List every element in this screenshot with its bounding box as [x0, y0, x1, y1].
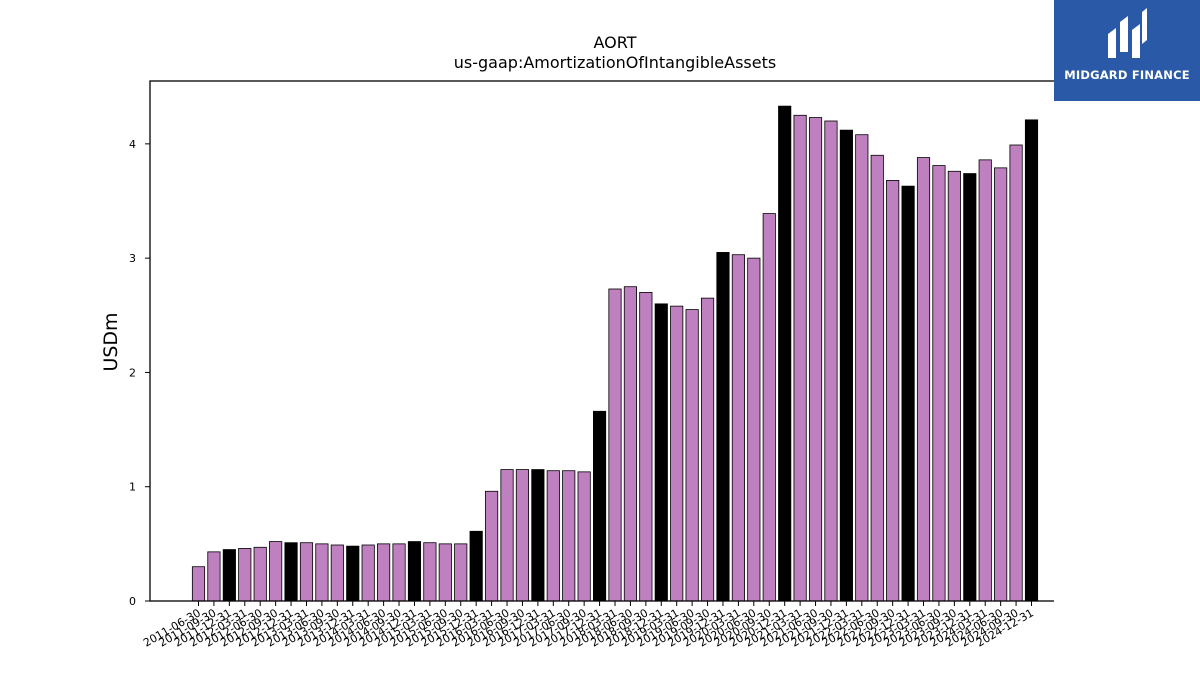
bar [469, 530, 483, 602]
bar [808, 117, 823, 602]
bar [485, 490, 499, 602]
bar [299, 542, 314, 602]
bar [886, 180, 900, 602]
bar [700, 297, 715, 602]
bar [916, 157, 931, 602]
bar [515, 469, 530, 602]
bar [932, 165, 946, 602]
bar [207, 551, 221, 602]
bar [454, 543, 468, 602]
bar [562, 470, 576, 602]
y-tick-label: 1 [129, 481, 136, 494]
bar [269, 541, 283, 602]
bar [407, 541, 422, 602]
bar [978, 159, 992, 602]
bar [1009, 144, 1023, 602]
bar [284, 542, 298, 602]
bar [438, 543, 452, 602]
bar [191, 566, 206, 602]
chart-subtitle: us-gaap:AmortizationOfIntangibleAssets [454, 53, 776, 72]
bar [361, 544, 375, 602]
bar [423, 542, 437, 602]
bar [608, 288, 622, 602]
bar [947, 170, 961, 602]
bar [685, 309, 699, 602]
bar [839, 129, 853, 602]
bar [238, 548, 252, 602]
brand-logo: MIDGARD FINANCE [1054, 0, 1200, 101]
bar [577, 471, 591, 602]
bar [824, 120, 838, 602]
y-tick-label: 0 [129, 595, 136, 608]
bar [870, 154, 884, 602]
y-tick-label: 2 [129, 366, 136, 379]
bar [731, 254, 745, 602]
bar [222, 549, 236, 602]
bar [747, 257, 761, 602]
y-ticks-group: 0 1 2 3 4 [129, 138, 150, 608]
bar [593, 410, 607, 602]
chart-title: AORT [594, 33, 637, 52]
bar [994, 167, 1008, 602]
bar [963, 173, 977, 602]
y-tick-label: 3 [129, 252, 136, 265]
bar [670, 305, 684, 602]
bar [793, 114, 807, 602]
bars-group [191, 105, 1039, 602]
bar [639, 292, 653, 602]
bar [377, 543, 391, 602]
bar [716, 252, 730, 602]
logo-text: MIDGARD FINANCE [1064, 68, 1190, 82]
bar [778, 105, 792, 602]
bar [901, 185, 915, 602]
x-ticks-group: 2011-06-302011-09-302011-12-312012-03-31… [141, 601, 1036, 650]
bar [392, 543, 406, 602]
bar [1024, 119, 1039, 602]
bar [762, 213, 776, 602]
bar [500, 469, 514, 602]
bar [330, 544, 344, 602]
bar [315, 543, 329, 602]
midgard-logo-icon [1108, 8, 1147, 58]
bar [623, 286, 638, 602]
y-tick-label: 4 [129, 138, 136, 151]
bar [531, 469, 545, 602]
bar [346, 545, 360, 602]
bar [546, 470, 560, 602]
plot-frame [149, 80, 1054, 602]
chart: AORT us-gaap:AmortizationOfIntangibleAss… [100, 33, 1054, 650]
bar [654, 303, 668, 602]
bar [855, 134, 869, 602]
bar [253, 546, 267, 602]
y-axis-label: USDm [100, 312, 122, 371]
